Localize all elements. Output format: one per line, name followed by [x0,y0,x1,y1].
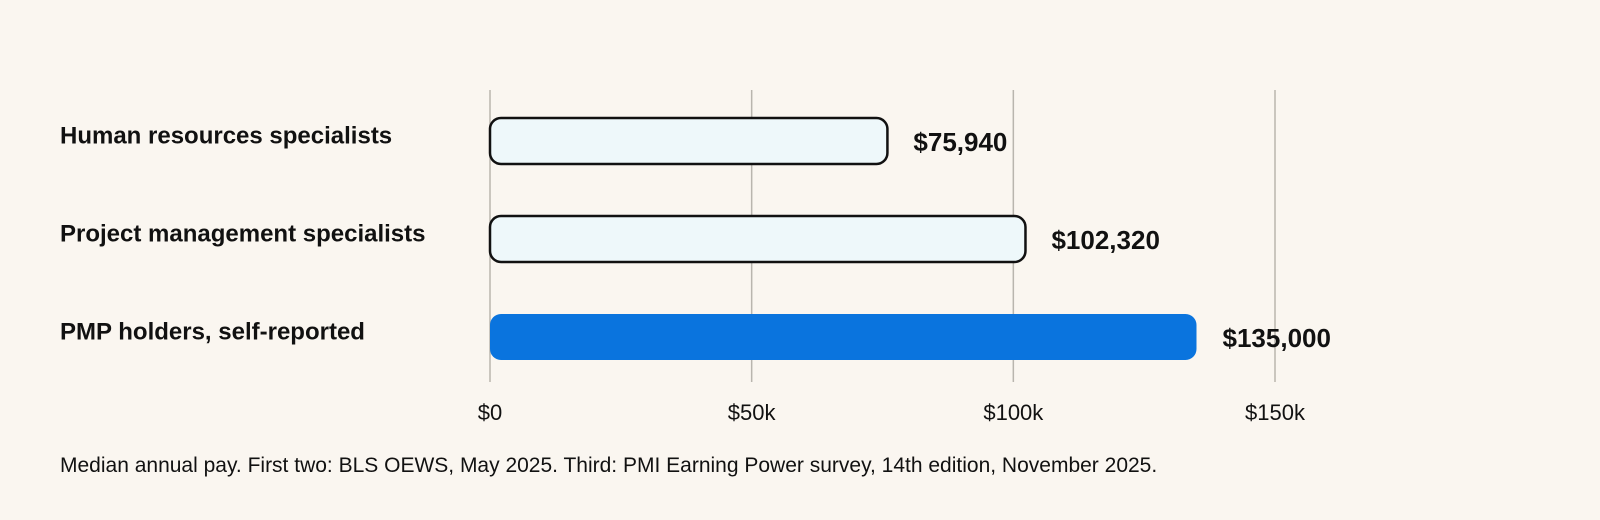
value-label: $75,940 [913,127,1007,157]
bar [488,116,889,166]
x-axis-ticks: $0 $50k $100k $150k [478,400,1306,425]
bar [490,314,1197,360]
x-tick-label: $0 [478,400,502,425]
footnote: Median annual pay. First two: BLS OEWS, … [60,454,1158,477]
value-label: $135,000 [1223,323,1331,353]
category-label: PMP holders, self-reported [60,318,365,345]
value-label: $102,320 [1051,225,1159,255]
category-label: Project management specialists [60,220,425,247]
bars [488,116,1197,360]
x-tick-label: $150k [1245,400,1306,425]
category-label: Human resources specialists [60,122,392,149]
x-tick-label: $50k [728,400,777,425]
bar [488,214,1027,264]
x-tick-label: $100k [983,400,1044,425]
labels: Human resources specialists $75,940 Projec… [60,122,1331,353]
